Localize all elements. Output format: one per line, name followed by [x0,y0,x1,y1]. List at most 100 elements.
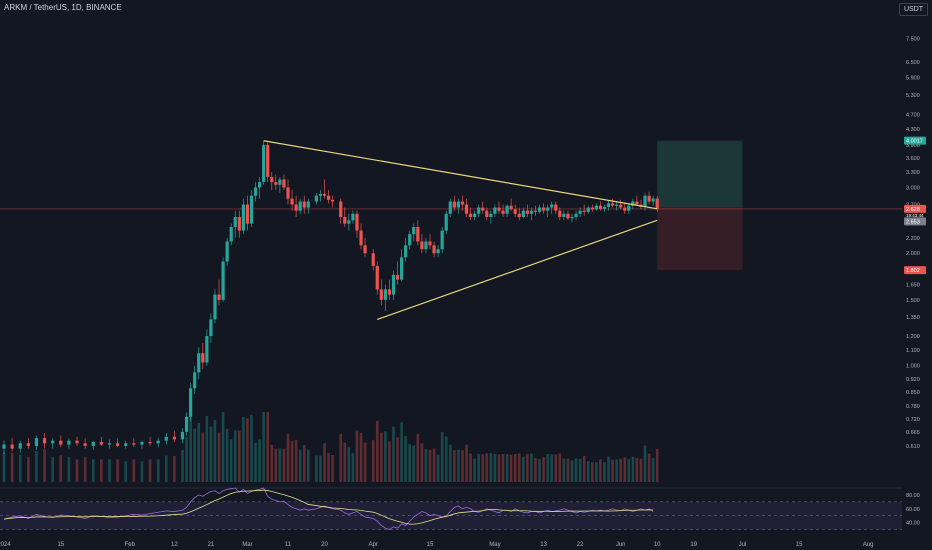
candle-body [237,217,241,231]
volume-bar [286,433,290,482]
candle-body [116,443,120,446]
candle-body [148,441,152,444]
candle-body [566,213,570,219]
volume-bar [404,435,407,482]
candle-body [221,261,225,300]
volume-bar [651,458,655,482]
volume-bar [522,456,525,482]
volume-bar [209,426,213,482]
time-tick-label: Apr [369,542,378,548]
volume-bar [274,448,278,482]
volume-bar [517,453,521,482]
volume-bar [250,414,253,482]
price-tick-label: 1.000 [906,364,920,370]
volume-bar [18,454,22,482]
volume-bar [505,453,509,482]
volume-bar [388,441,391,482]
candle-body [363,245,367,254]
volume-bar [647,453,651,482]
candle-body [42,438,47,444]
candle-body [383,289,387,300]
candle-body [424,241,428,250]
countdown-label: 19:43:44 [906,213,924,218]
candle-body [408,234,412,246]
volume-bar [238,430,241,482]
time-tick-label: Aug [863,542,874,548]
volume-bar [233,430,237,482]
volume-bar [643,445,647,482]
candle-body [379,289,383,300]
volume-bar [530,453,533,482]
volume-bar [590,462,594,482]
candle-body [193,372,197,389]
volume-bar [574,458,578,482]
currency-selector[interactable]: USDT [898,3,928,16]
candle-body [655,198,659,209]
candle-body [375,265,379,290]
candle-body [326,195,331,200]
candle-body [440,230,444,250]
price-tick-label: 0.850 [906,390,920,396]
candle-body [619,204,623,208]
candle-body [473,213,477,218]
candle-body [586,207,590,212]
candle-body [489,213,493,218]
candle-body [343,217,347,224]
price-tick-label: 3.900 [906,143,920,149]
entry-price-label-bg [904,217,926,226]
volume-bar [193,428,196,482]
time-tick-label: 11 [285,542,292,548]
volume-bar [246,418,249,482]
volume-bar [392,426,395,482]
candle-body [99,441,103,445]
volume-bar [197,422,201,482]
price-tick-label: 2.000 [906,251,920,257]
candle-body [513,209,517,214]
volume-bar [35,451,38,482]
candle-body [225,241,229,262]
volume-bar [100,459,103,482]
candle-body [412,227,416,235]
volume-bar [270,444,274,482]
candle-body [590,207,594,210]
candle-body [517,213,521,218]
price-tick-label: 1.650 [906,282,920,288]
candle-body [521,210,525,218]
time-tick-label: Mar [242,542,252,548]
volume-bar [408,444,412,482]
volume-bar [384,431,387,482]
candle-body [229,227,233,242]
candle-body [456,201,460,208]
candle-body [67,440,71,445]
volume-bar [323,443,326,482]
volume-bar [302,445,306,482]
candle-body [140,441,144,445]
candle-body [448,201,452,214]
volume-bar [635,458,639,482]
candle-body [290,198,294,205]
volume-bar [526,453,529,482]
candle-body [542,207,546,211]
volume-bar [485,453,489,482]
volume-bar [173,455,176,482]
price-tick-label: 1.350 [906,315,920,321]
candle-body [253,187,258,196]
volume-bar [290,441,294,482]
volume-bar [501,453,505,482]
volume-bar [189,412,192,482]
volume-bar [132,459,136,482]
price-tick-label: 0.720 [906,417,920,423]
volume-bar [611,459,614,482]
volume-bar [461,450,464,482]
volume-bar [116,459,119,482]
volume-bar [258,439,261,482]
rsi-tick-label: 60.00 [906,507,920,513]
candle-body [249,195,254,224]
current-price-label-bg [904,204,926,213]
volume-bar [428,449,432,482]
volume-bar [444,436,448,482]
price-tick-label: 0.610 [906,444,920,450]
candle-body [266,144,270,177]
